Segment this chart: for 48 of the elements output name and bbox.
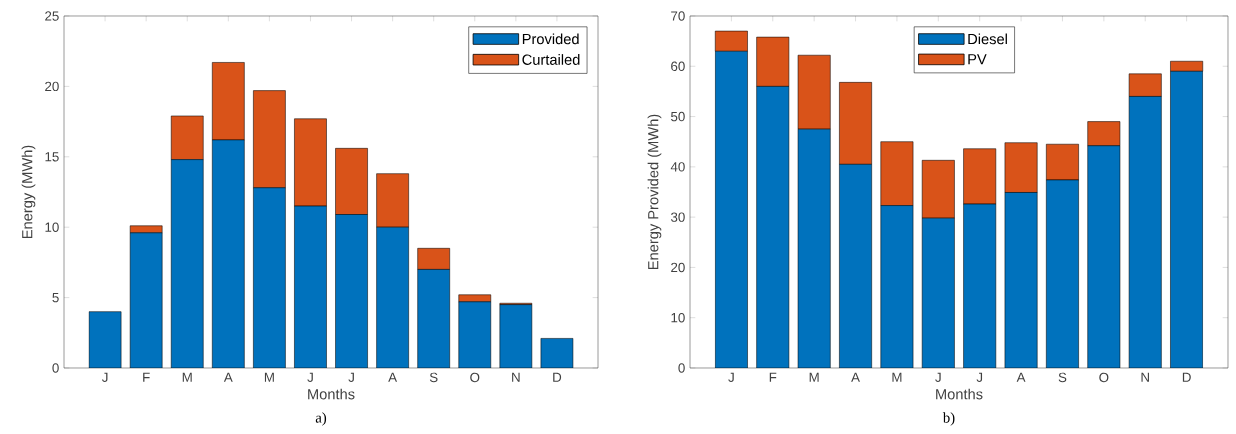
x-tick-label: J xyxy=(101,372,108,382)
legend-label: Curtailed xyxy=(522,54,580,65)
x-tick-label: O xyxy=(470,372,480,383)
y-tick-label: 10 xyxy=(45,222,59,232)
y-tick-label: 0 xyxy=(678,363,685,373)
y-tick-label: 20 xyxy=(671,262,685,273)
x-tick-label: F xyxy=(143,372,150,382)
x-tick-label: J xyxy=(976,372,983,382)
x-tick-label: O xyxy=(1099,372,1109,383)
x-tick-label: J xyxy=(348,372,354,382)
legend-label: Provided xyxy=(522,33,579,45)
x-tick-label: N xyxy=(1141,372,1149,382)
y-tick-label: 60 xyxy=(671,61,685,71)
y-tick-label: 0 xyxy=(52,363,59,373)
x-tick-label: J xyxy=(728,372,734,382)
y-tick-label: 15 xyxy=(45,152,59,162)
x-tick-label: A xyxy=(388,372,398,382)
y-tick-label: 25 xyxy=(45,11,59,21)
y-tick-label: 40 xyxy=(670,162,685,172)
text: b) xyxy=(942,412,955,426)
x-tick-label: M xyxy=(892,372,902,382)
x-tick-label: A xyxy=(1016,372,1026,382)
x-tick-label: D xyxy=(1182,372,1191,382)
y-tick-label: 20 xyxy=(45,81,59,92)
x-tick-label: J xyxy=(935,372,941,382)
x-tick-label: S xyxy=(429,372,438,383)
y-axis-title: Energy Provided (MWh) xyxy=(647,114,662,270)
y-tick-label: 50 xyxy=(671,111,685,122)
y-tick-label: 30 xyxy=(670,212,685,222)
y-axis-title: Energy (MWh) xyxy=(21,145,36,239)
x-tick-label: A xyxy=(223,372,233,382)
x-axis-title: Months xyxy=(308,388,355,400)
y-tick-label: 10 xyxy=(671,312,685,323)
text: a) xyxy=(315,412,327,426)
x-tick-label: S xyxy=(1058,372,1067,383)
legend-label: PV xyxy=(968,54,987,65)
x-axis-title: Months xyxy=(936,388,983,400)
x-tick-label: N xyxy=(512,372,520,382)
y-tick-label: 5 xyxy=(52,292,59,303)
x-tick-label: M xyxy=(264,372,274,382)
x-tick-label: A xyxy=(851,372,860,382)
y-tick-label: 70 xyxy=(671,11,685,21)
x-tick-label: F xyxy=(769,372,777,382)
legend-label: Diesel xyxy=(968,33,1007,45)
x-tick-label: J xyxy=(307,372,313,382)
x-tick-label: M xyxy=(182,372,192,382)
x-tick-label: D xyxy=(553,372,562,382)
x-tick-label: M xyxy=(809,372,819,382)
